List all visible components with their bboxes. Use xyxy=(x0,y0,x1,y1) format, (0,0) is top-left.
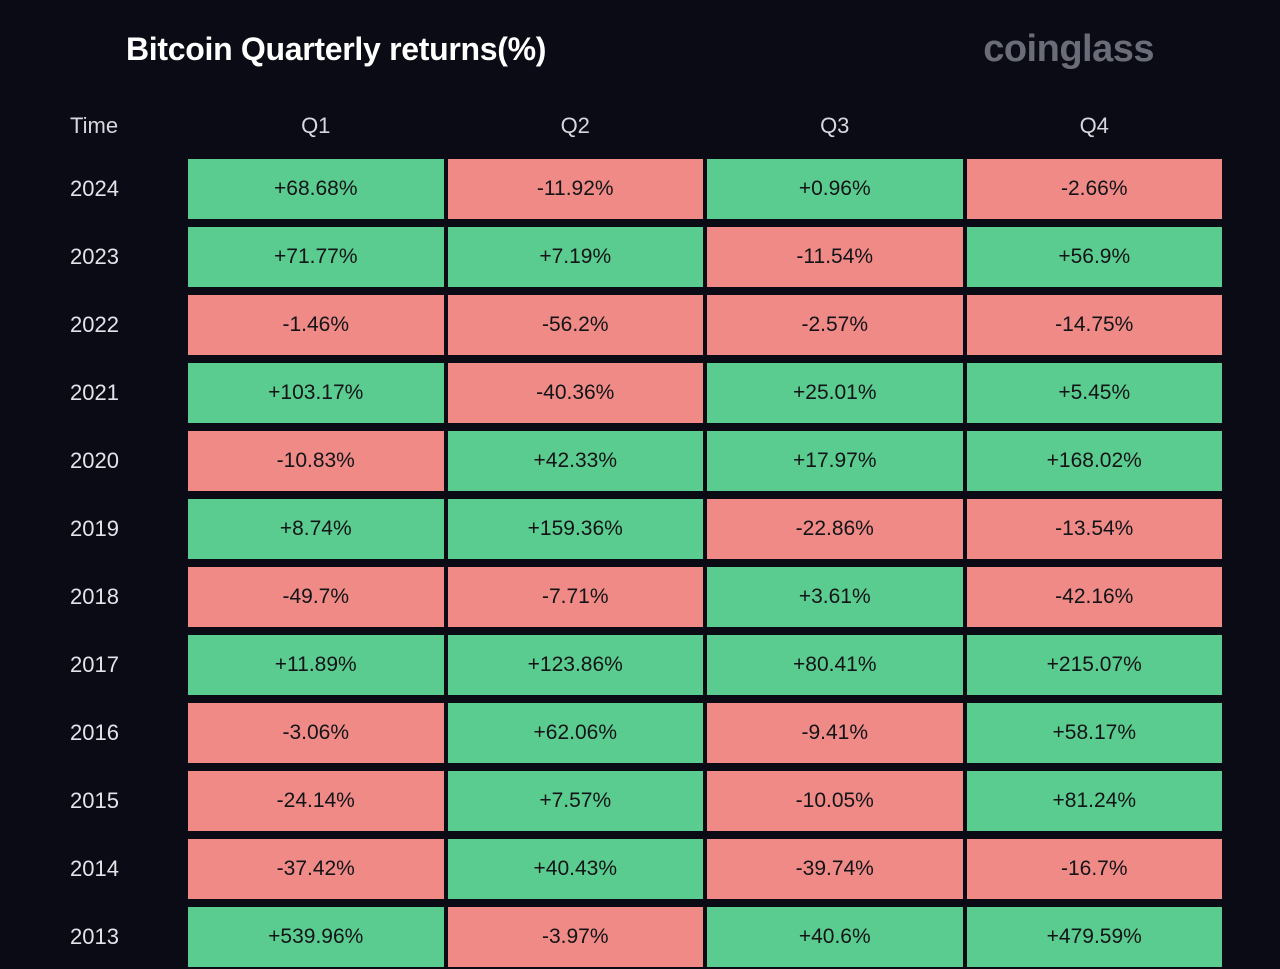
table-row: 2014-37.42%+40.43%-39.74%-16.7% xyxy=(56,837,1224,901)
table-row: 2022-1.46%-56.2%-2.57%-14.75% xyxy=(56,293,1224,357)
page-title: Bitcoin Quarterly returns(%) xyxy=(126,31,546,68)
page-container: Bitcoin Quarterly returns(%) coinglass T… xyxy=(0,0,1280,969)
return-cell: -14.75% xyxy=(967,295,1223,355)
table-row: 2015-24.14%+7.57%-10.05%+81.24% xyxy=(56,769,1224,833)
returns-table: Time Q1 Q2 Q3 Q4 2024+68.68%-11.92%+0.96… xyxy=(56,113,1224,969)
year-label: 2017 xyxy=(56,633,186,697)
return-cell: -39.74% xyxy=(707,839,963,899)
return-cell: +58.17% xyxy=(967,703,1223,763)
return-cell: +159.36% xyxy=(448,499,704,559)
year-label: 2016 xyxy=(56,701,186,765)
return-cell: -9.41% xyxy=(707,703,963,763)
return-cell: -7.71% xyxy=(448,567,704,627)
table-row: 2018-49.7%-7.71%+3.61%-42.16% xyxy=(56,565,1224,629)
return-cell: +8.74% xyxy=(188,499,444,559)
return-cell: -16.7% xyxy=(967,839,1223,899)
return-cell: +5.45% xyxy=(967,363,1223,423)
return-cell: +62.06% xyxy=(448,703,704,763)
return-cell: +25.01% xyxy=(707,363,963,423)
header: Bitcoin Quarterly returns(%) coinglass xyxy=(56,28,1224,71)
year-label: 2022 xyxy=(56,293,186,357)
return-cell: -11.92% xyxy=(448,159,704,219)
year-label: 2024 xyxy=(56,157,186,221)
year-label: 2020 xyxy=(56,429,186,493)
return-cell: +7.57% xyxy=(448,771,704,831)
return-cell: +40.43% xyxy=(448,839,704,899)
column-header-q3: Q3 xyxy=(705,113,965,139)
return-cell: -49.7% xyxy=(188,567,444,627)
return-cell: -3.97% xyxy=(448,907,704,967)
return-cell: -3.06% xyxy=(188,703,444,763)
table-row: 2016-3.06%+62.06%-9.41%+58.17% xyxy=(56,701,1224,765)
return-cell: -1.46% xyxy=(188,295,444,355)
table-row: 2017+11.89%+123.86%+80.41%+215.07% xyxy=(56,633,1224,697)
return-cell: -42.16% xyxy=(967,567,1223,627)
return-cell: -10.83% xyxy=(188,431,444,491)
year-label: 2021 xyxy=(56,361,186,425)
return-cell: +71.77% xyxy=(188,227,444,287)
brand-logo: coinglass xyxy=(983,28,1154,71)
return-cell: -24.14% xyxy=(188,771,444,831)
return-cell: +17.97% xyxy=(707,431,963,491)
return-cell: -11.54% xyxy=(707,227,963,287)
return-cell: +539.96% xyxy=(188,907,444,967)
year-label: 2013 xyxy=(56,905,186,969)
table-row: 2020-10.83%+42.33%+17.97%+168.02% xyxy=(56,429,1224,493)
return-cell: +68.68% xyxy=(188,159,444,219)
table-row: 2023+71.77%+7.19%-11.54%+56.9% xyxy=(56,225,1224,289)
return-cell: -13.54% xyxy=(967,499,1223,559)
return-cell: -2.66% xyxy=(967,159,1223,219)
year-label: 2018 xyxy=(56,565,186,629)
return-cell: +42.33% xyxy=(448,431,704,491)
year-label: 2023 xyxy=(56,225,186,289)
column-header-q4: Q4 xyxy=(965,113,1225,139)
table-header-row: Time Q1 Q2 Q3 Q4 xyxy=(56,113,1224,157)
return-cell: +103.17% xyxy=(188,363,444,423)
column-header-time: Time xyxy=(56,113,186,139)
table-row: 2024+68.68%-11.92%+0.96%-2.66% xyxy=(56,157,1224,221)
table-body: 2024+68.68%-11.92%+0.96%-2.66%2023+71.77… xyxy=(56,157,1224,969)
return-cell: +80.41% xyxy=(707,635,963,695)
return-cell: +40.6% xyxy=(707,907,963,967)
return-cell: +7.19% xyxy=(448,227,704,287)
return-cell: -10.05% xyxy=(707,771,963,831)
return-cell: -56.2% xyxy=(448,295,704,355)
year-label: 2015 xyxy=(56,769,186,833)
return-cell: +11.89% xyxy=(188,635,444,695)
year-label: 2019 xyxy=(56,497,186,561)
table-row: 2019+8.74%+159.36%-22.86%-13.54% xyxy=(56,497,1224,561)
return-cell: -40.36% xyxy=(448,363,704,423)
return-cell: -22.86% xyxy=(707,499,963,559)
return-cell: +56.9% xyxy=(967,227,1223,287)
column-header-q1: Q1 xyxy=(186,113,446,139)
return-cell: +3.61% xyxy=(707,567,963,627)
return-cell: +0.96% xyxy=(707,159,963,219)
return-cell: -2.57% xyxy=(707,295,963,355)
return-cell: +215.07% xyxy=(967,635,1223,695)
year-label: 2014 xyxy=(56,837,186,901)
return-cell: +123.86% xyxy=(448,635,704,695)
return-cell: +81.24% xyxy=(967,771,1223,831)
return-cell: +168.02% xyxy=(967,431,1223,491)
return-cell: -37.42% xyxy=(188,839,444,899)
table-row: 2013+539.96%-3.97%+40.6%+479.59% xyxy=(56,905,1224,969)
table-row: 2021+103.17%-40.36%+25.01%+5.45% xyxy=(56,361,1224,425)
column-header-q2: Q2 xyxy=(446,113,706,139)
return-cell: +479.59% xyxy=(967,907,1223,967)
